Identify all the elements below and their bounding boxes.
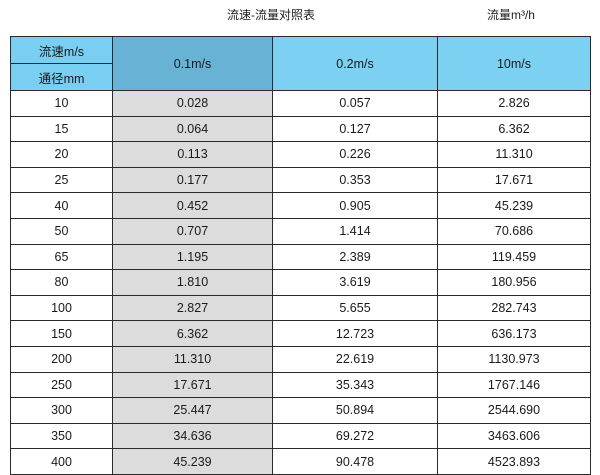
cell-diameter: 50 <box>10 217 113 245</box>
cell-flow-10: 4523.893 <box>437 448 591 475</box>
cell-diameter: 350 <box>10 422 113 450</box>
cell-flow-02: 3.619 <box>272 269 438 296</box>
cell-flow-01: 0.707 <box>112 217 273 245</box>
column-header-1: 0.2m/s <box>272 36 438 91</box>
cell-flow-01: 25.447 <box>112 397 273 424</box>
cell-flow-02: 35.343 <box>272 371 438 399</box>
cell-flow-02: 0.057 <box>272 90 438 117</box>
flow-rate-table-container: 流速m/s 0.1m/s 0.2m/s 10m/s 通径mm 10 0.028 0.… <box>10 36 591 475</box>
cell-diameter: 15 <box>10 115 113 143</box>
cell-diameter: 300 <box>10 397 113 424</box>
cell-flow-01: 6.362 <box>112 320 273 347</box>
column-header-0: 0.1m/s <box>112 36 273 91</box>
corner-header-velocity: 流速m/s <box>10 36 113 64</box>
cell-flow-01: 0.064 <box>112 115 273 143</box>
cell-flow-10: 2.826 <box>437 90 591 117</box>
cell-flow-01: 11.310 <box>112 345 273 373</box>
cell-diameter: 10 <box>10 90 113 117</box>
cell-flow-01: 0.113 <box>112 141 273 168</box>
cell-diameter: 20 <box>10 141 113 168</box>
corner-header-diameter: 通径mm <box>10 63 113 91</box>
cell-flow-01: 2.827 <box>112 294 273 322</box>
table-row: 10 0.028 0.057 2.826 <box>10 90 591 117</box>
cell-flow-01: 34.636 <box>112 422 273 450</box>
column-header-2: 10m/s <box>437 36 591 91</box>
cell-flow-10: 17.671 <box>437 166 591 194</box>
table-row: 25 0.177 0.353 17.671 <box>10 166 591 194</box>
cell-diameter: 65 <box>10 243 113 271</box>
table-row: 200 11.310 22.619 1130.973 <box>10 345 591 373</box>
table-row: 300 25.447 50.894 2544.690 <box>10 397 591 424</box>
cell-flow-01: 1.810 <box>112 269 273 296</box>
cell-flow-02: 5.655 <box>272 294 438 322</box>
cell-flow-02: 50.894 <box>272 397 438 424</box>
cell-flow-02: 0.127 <box>272 115 438 143</box>
page-title: 流速-流量对照表 <box>227 8 315 22</box>
cell-flow-10: 11.310 <box>437 141 591 168</box>
table-row: 400 45.239 90.478 4523.893 <box>10 448 591 475</box>
table-header: 流速m/s 0.1m/s 0.2m/s 10m/s 通径mm <box>10 36 591 91</box>
table-row: 350 34.636 69.272 3463.606 <box>10 422 591 450</box>
cell-flow-10: 2544.690 <box>437 397 591 424</box>
cell-flow-01: 0.177 <box>112 166 273 194</box>
cell-flow-10: 1130.973 <box>437 345 591 373</box>
cell-flow-02: 90.478 <box>272 448 438 475</box>
caption-strip: 流速-流量对照表 流量m³/h <box>0 0 600 32</box>
cell-diameter: 250 <box>10 371 113 399</box>
cell-diameter: 80 <box>10 269 113 296</box>
unit-label: 流量m³/h <box>486 8 535 22</box>
cell-flow-01: 0.452 <box>112 192 273 219</box>
cell-flow-01: 1.195 <box>112 243 273 271</box>
cell-flow-10: 6.362 <box>437 115 591 143</box>
cell-diameter: 40 <box>10 192 113 219</box>
table-row: 150 6.362 12.723 636.173 <box>10 320 591 347</box>
cell-flow-01: 0.028 <box>112 90 273 117</box>
cell-flow-10: 45.239 <box>437 192 591 219</box>
cell-diameter: 400 <box>10 448 113 475</box>
cell-flow-02: 22.619 <box>272 345 438 373</box>
cell-diameter: 25 <box>10 166 113 194</box>
table-row: 15 0.064 0.127 6.362 <box>10 115 591 143</box>
flow-rate-table: 流速m/s 0.1m/s 0.2m/s 10m/s 通径mm 10 0.028 0.… <box>10 36 591 475</box>
table-header-row-top: 流速m/s 0.1m/s 0.2m/s 10m/s <box>10 36 591 91</box>
cell-flow-02: 69.272 <box>272 422 438 450</box>
cell-flow-02: 0.905 <box>272 192 438 219</box>
cell-flow-10: 636.173 <box>437 320 591 347</box>
cell-flow-10: 1767.146 <box>437 371 591 399</box>
cell-diameter: 200 <box>10 345 113 373</box>
cell-flow-10: 3463.606 <box>437 422 591 450</box>
cell-flow-02: 0.353 <box>272 166 438 194</box>
cell-flow-02: 12.723 <box>272 320 438 347</box>
cell-diameter: 150 <box>10 320 113 347</box>
cell-flow-02: 0.226 <box>272 141 438 168</box>
cell-flow-01: 17.671 <box>112 371 273 399</box>
table-row: 40 0.452 0.905 45.239 <box>10 192 591 219</box>
table-row: 50 0.707 1.414 70.686 <box>10 217 591 245</box>
cell-flow-02: 1.414 <box>272 217 438 245</box>
cell-flow-02: 2.389 <box>272 243 438 271</box>
table-row: 250 17.671 35.343 1767.146 <box>10 371 591 399</box>
cell-diameter: 100 <box>10 294 113 322</box>
cell-flow-10: 282.743 <box>437 294 591 322</box>
table-row: 100 2.827 5.655 282.743 <box>10 294 591 322</box>
cell-flow-01: 45.239 <box>112 448 273 475</box>
cell-flow-10: 70.686 <box>437 217 591 245</box>
cell-flow-10: 180.956 <box>437 269 591 296</box>
cell-flow-10: 119.459 <box>437 243 591 271</box>
table-header-row-bottom: 通径mm <box>10 63 591 91</box>
table-row: 65 1.195 2.389 119.459 <box>10 243 591 271</box>
table-row: 20 0.113 0.226 11.310 <box>10 141 591 168</box>
table-body: 10 0.028 0.057 2.826 15 0.064 0.127 6.362 20 0.11… <box>10 90 591 475</box>
table-row: 80 1.810 3.619 180.956 <box>10 269 591 296</box>
